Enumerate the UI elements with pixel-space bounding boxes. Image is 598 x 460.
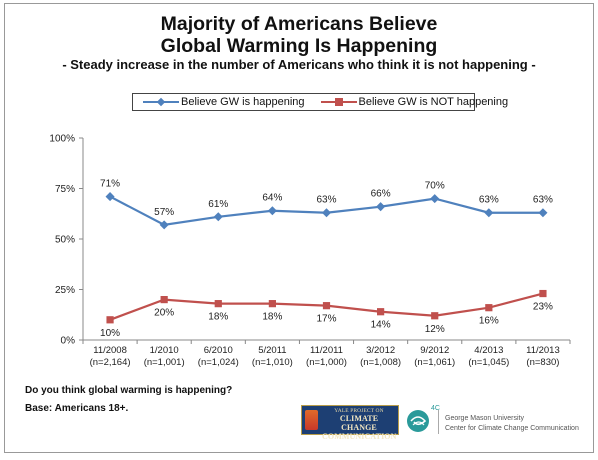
series-1-data-label: 18%: [208, 312, 228, 323]
gmu-center: Center for Climate Change Communication: [445, 425, 579, 432]
series-1-point: [268, 300, 276, 308]
series-0-point: [430, 194, 440, 204]
y-tick-label: 0%: [61, 336, 76, 347]
series-1-data-label: 18%: [262, 312, 282, 323]
legend-label-not-happening: Believe GW is NOT happening: [358, 96, 509, 108]
series-1-data-label: 20%: [154, 308, 174, 319]
gmu-university: George Mason University: [445, 415, 524, 422]
x-tick-sample-size: (n=1,001): [144, 357, 185, 368]
y-tick-label: 75%: [55, 184, 75, 195]
y-tick-label: 25%: [55, 285, 75, 296]
legend: Believe GW is happening Believe GW is NO…: [132, 93, 508, 111]
series-0-point: [213, 212, 223, 222]
series-1-data-label: 17%: [316, 314, 336, 325]
x-tick-sample-size: (n=1,000): [306, 357, 347, 368]
series-1-point: [539, 289, 547, 298]
survey-base: Base: Americans 18+.: [25, 403, 129, 414]
series-0-data-label: 63%: [533, 195, 553, 206]
series-0-point: [321, 208, 332, 218]
series-1-point: [214, 300, 222, 308]
title-line-2: Global Warming Is Happening: [160, 35, 438, 57]
4c-swirl-logo-icon: [407, 410, 429, 432]
series-0-point: [538, 208, 548, 218]
series-0-data-label: 61%: [208, 199, 228, 210]
series-0-point: [105, 192, 115, 202]
series-0-point: [267, 206, 277, 216]
yale-logo-text: YALE PROJECT ON CLIMATE CHANGE COMMUNICA…: [322, 408, 397, 441]
x-tick-label: 1/2010: [150, 345, 179, 356]
line-chart: 0%25%50%75%100%11/2008(n=2,164)1/2010(n=…: [49, 134, 571, 368]
series-0-data-label: 71%: [100, 179, 120, 190]
series-1-point: [431, 312, 439, 320]
series-0-point: [159, 220, 169, 230]
series-1-point: [485, 304, 493, 312]
x-tick-label: 5/2011: [258, 345, 286, 356]
gmu-center-logo: George Mason University Center for Clima…: [445, 414, 579, 434]
series-0-data-label: 70%: [425, 181, 445, 192]
series-1-point: [322, 302, 331, 310]
chart-title: Majority of Americans Believe Global War…: [5, 13, 593, 57]
series-0-point: [376, 202, 386, 212]
series-0-point: [484, 208, 494, 218]
y-tick-label: 100%: [49, 134, 75, 145]
series-0-data-label: 64%: [262, 193, 282, 204]
x-tick-sample-size: (n=1,010): [252, 357, 293, 368]
title-line-1: Majority of Americans Believe: [160, 13, 438, 35]
series-1-data-label: 16%: [479, 316, 499, 327]
legend-swatch-happening: [143, 97, 179, 107]
slide: Majority of Americans Believe Global War…: [4, 3, 594, 453]
x-tick-sample-size: (n=1,045): [468, 357, 509, 368]
legend-item-not-happening: Believe GW is NOT happening: [320, 96, 509, 108]
series-1-data-label: 12%: [425, 324, 445, 335]
logo-divider: [438, 410, 439, 434]
x-tick-label: 3/2012: [366, 345, 395, 356]
x-tick-label: 4/2013: [474, 345, 503, 356]
yale-climate-logo: YALE PROJECT ON CLIMATE CHANGE COMMUNICA…: [301, 405, 399, 441]
crest-icon: [305, 410, 318, 430]
legend-label-happening: Believe GW is happening: [181, 96, 305, 108]
x-tick-sample-size: (n=1,008): [360, 357, 401, 368]
x-tick-label: 9/2012: [420, 345, 449, 356]
x-tick-label: 11/2011: [310, 345, 343, 356]
4c-label: 4C: [431, 405, 440, 412]
series-1-point: [160, 296, 168, 304]
series-1-point: [106, 316, 114, 324]
series-0-data-label: 63%: [316, 195, 336, 206]
chart-subtitle: - Steady increase in the number of Ameri…: [62, 57, 536, 72]
series-0-data-label: 66%: [371, 189, 391, 200]
x-tick-sample-size: (n=830): [526, 357, 559, 368]
series-0-data-label: 57%: [154, 207, 174, 218]
x-tick-label: 11/2008: [93, 345, 127, 356]
series-1-point: [377, 308, 385, 316]
series-0-data-label: 63%: [479, 195, 499, 206]
x-tick-label: 11/2013: [526, 345, 560, 356]
x-tick-sample-size: (n=1,024): [198, 357, 239, 368]
survey-question: Do you think global warming is happening…: [25, 385, 233, 396]
legend-swatch-not-happening: [320, 97, 357, 107]
y-tick-label: 50%: [55, 235, 75, 246]
series-1-data-label: 10%: [100, 328, 120, 339]
x-tick-sample-size: (n=1,061): [414, 357, 455, 368]
x-tick-label: 6/2010: [204, 345, 233, 356]
series-1-data-label: 14%: [371, 320, 391, 331]
x-tick-sample-size: (n=2,164): [90, 357, 131, 368]
legend-item-happening: Believe GW is happening: [143, 96, 305, 108]
series-1-data-label: 23%: [533, 302, 553, 313]
